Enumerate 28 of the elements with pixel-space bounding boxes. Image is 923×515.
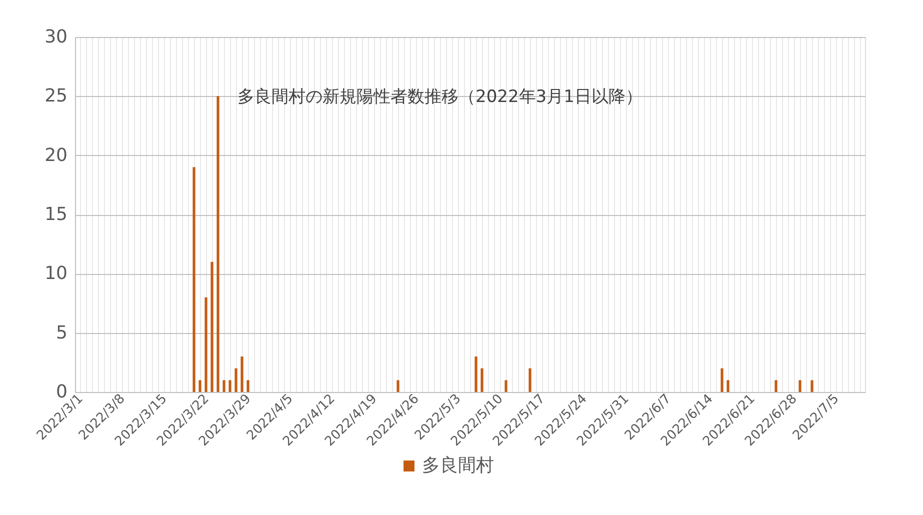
bar bbox=[234, 368, 238, 392]
y-tick-label: 10 bbox=[44, 263, 68, 284]
legend-label: 多良間村 bbox=[422, 455, 494, 476]
y-tick-label: 30 bbox=[44, 26, 68, 48]
bar bbox=[198, 380, 202, 392]
bar bbox=[240, 356, 244, 392]
bar bbox=[216, 96, 220, 392]
bar bbox=[210, 262, 214, 392]
bar bbox=[396, 380, 400, 392]
bar bbox=[720, 368, 724, 392]
bar bbox=[774, 380, 778, 392]
bar bbox=[228, 380, 232, 392]
bar bbox=[798, 380, 802, 392]
bar bbox=[246, 380, 250, 392]
bar bbox=[474, 356, 478, 392]
bar bbox=[222, 380, 226, 392]
bar bbox=[192, 167, 196, 392]
y-tick-label: 15 bbox=[44, 204, 68, 225]
bar bbox=[480, 368, 484, 392]
bar bbox=[810, 380, 814, 392]
y-tick-label: 5 bbox=[56, 322, 68, 344]
y-tick-label: 25 bbox=[44, 86, 68, 107]
bar bbox=[504, 380, 508, 392]
bar bbox=[726, 380, 730, 392]
y-tick-label: 20 bbox=[44, 144, 68, 166]
text: 多良間村の新規陽性者数推移（2022年3月1日以降） bbox=[238, 87, 642, 107]
bar bbox=[204, 297, 208, 392]
bar bbox=[528, 368, 532, 392]
